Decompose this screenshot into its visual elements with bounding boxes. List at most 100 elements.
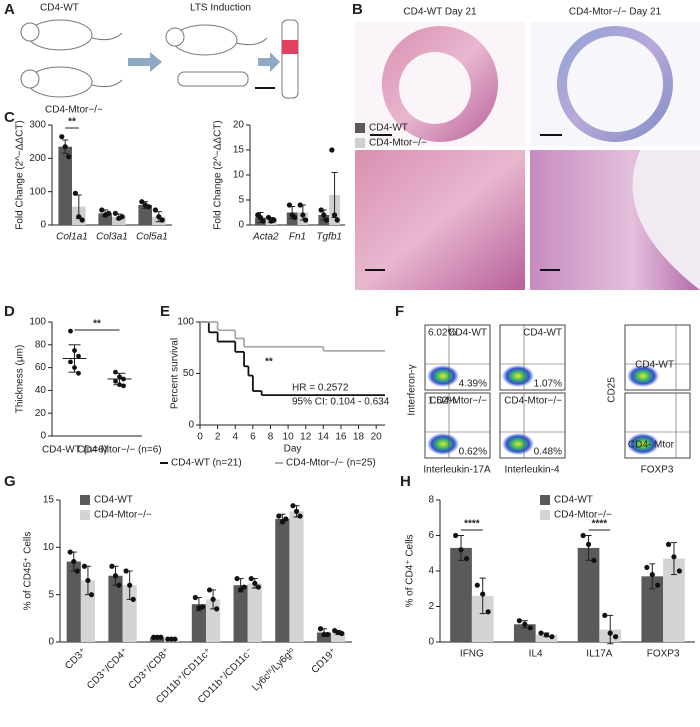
- bar: [275, 518, 290, 642]
- plot-label: CD4-WT: [635, 360, 674, 371]
- legend-label: CD4-Mtor−/− (n=25): [286, 458, 376, 469]
- bar: [58, 146, 72, 225]
- x-tick-label: IL17A: [586, 649, 612, 660]
- legend-label: CD4-Mtor−/−: [554, 510, 612, 521]
- y-tick-label: 80: [35, 339, 47, 350]
- legend-swatch: [80, 510, 90, 520]
- stenosis: [282, 40, 298, 54]
- axis-label: Interleukin-4: [504, 465, 559, 476]
- x-axis-label: Day: [284, 444, 302, 455]
- data-point: [516, 618, 522, 624]
- plot-label: CD4-Mtor−/−: [429, 396, 487, 407]
- x-tick-label: 6: [250, 432, 256, 443]
- bar: [138, 205, 152, 225]
- bar: [471, 595, 494, 642]
- y-tick-label: 15: [233, 145, 245, 156]
- data-point: [199, 604, 206, 610]
- data-point: [339, 630, 345, 637]
- data-point: [127, 582, 133, 588]
- data-point: [538, 630, 544, 636]
- data-point: [116, 582, 122, 588]
- quadrant-percent: 4.39%: [459, 379, 487, 390]
- data-point: [283, 516, 289, 522]
- data-point: [321, 212, 327, 218]
- data-point: [257, 214, 264, 221]
- y-axis-label: Fold Change (2^−ΔΔCT): [15, 120, 26, 229]
- y-tick-label: 100: [29, 186, 46, 197]
- y-tick-label: 6: [428, 530, 434, 541]
- data-point: [112, 573, 119, 579]
- y-axis-label: % of CD45⁺ Cells: [23, 532, 34, 611]
- plot-label: CD4-Mtor−/−: [504, 396, 562, 407]
- data-point: [292, 214, 298, 221]
- y-tick-label: 10: [233, 170, 245, 181]
- legend-label: CD4-Mtor−/−: [369, 138, 427, 149]
- data-point: [302, 217, 309, 223]
- data-point: [474, 582, 480, 588]
- data-point: [99, 207, 105, 213]
- plot-label: CD4-WT: [523, 328, 562, 339]
- annotation: 95% CI: 0.104 - 0.634: [292, 397, 390, 408]
- y-tick-label: 50: [183, 368, 195, 379]
- bar: [450, 547, 472, 642]
- x-tick-label: Col1a1: [56, 232, 88, 243]
- data-point: [113, 378, 118, 384]
- data-point: [72, 365, 77, 370]
- data-point: [480, 591, 486, 597]
- data-point: [671, 554, 677, 560]
- data-point: [527, 625, 533, 631]
- x-tick-label: CD19⁺: [310, 646, 340, 676]
- y-tick-label: 0: [48, 637, 54, 648]
- x-tick-label: 16: [335, 432, 347, 443]
- bar: [98, 213, 112, 225]
- legend-label: CD4-Mtor−/−: [94, 510, 152, 521]
- y-tick-label: 0: [238, 220, 244, 231]
- plot-label: CD4- Mtor: [628, 440, 675, 451]
- panel-label: H: [400, 473, 411, 490]
- y-tick-label: 40: [35, 385, 47, 396]
- bar: [191, 604, 206, 642]
- data-point: [156, 214, 162, 220]
- bar: [535, 634, 558, 642]
- data-point: [297, 513, 303, 519]
- x-tick-label: 14: [318, 432, 330, 443]
- data-point: [255, 584, 261, 590]
- x-tick-label: IL4: [529, 649, 543, 660]
- data-point: [81, 563, 88, 569]
- x-tick-label: FOXP3: [647, 649, 680, 660]
- panel-label: A: [4, 1, 15, 18]
- data-point: [72, 190, 78, 196]
- data-point: [210, 596, 216, 603]
- x-tick-label: CD3⁺: [63, 646, 89, 672]
- y-tick-label: 4: [428, 566, 434, 577]
- legend-swatch: [540, 510, 550, 520]
- x-tick-label: 12: [300, 432, 312, 443]
- data-point: [271, 217, 277, 223]
- y-tick-label: 100: [177, 317, 194, 328]
- plot-label: CD4-WT: [448, 328, 487, 339]
- data-point: [613, 634, 619, 640]
- x-tick-label: Fn1: [289, 232, 306, 243]
- cell-cloud: [627, 433, 659, 455]
- image-title: CD4-WT Day 21: [403, 7, 477, 18]
- panel-label: C: [4, 109, 15, 126]
- data-point: [172, 636, 178, 642]
- quadrant-percent: 6.02%: [428, 328, 456, 339]
- y-axis-label: Percent survival: [170, 338, 181, 409]
- y-tick-label: 300: [29, 120, 46, 131]
- data-point: [649, 571, 655, 578]
- panel-label: E: [160, 303, 170, 320]
- data-point: [297, 202, 303, 208]
- significance: **: [68, 117, 76, 128]
- data-point: [676, 568, 682, 574]
- data-point: [252, 580, 258, 586]
- y-tick-label: 0: [188, 420, 194, 431]
- bar: [641, 576, 664, 642]
- bar: [247, 583, 262, 642]
- data-point: [655, 582, 661, 588]
- data-point: [329, 147, 335, 153]
- data-point: [463, 555, 470, 562]
- data-point: [68, 359, 73, 365]
- cell-cloud: [627, 365, 659, 387]
- quadrant-percent: 1.07%: [534, 379, 562, 390]
